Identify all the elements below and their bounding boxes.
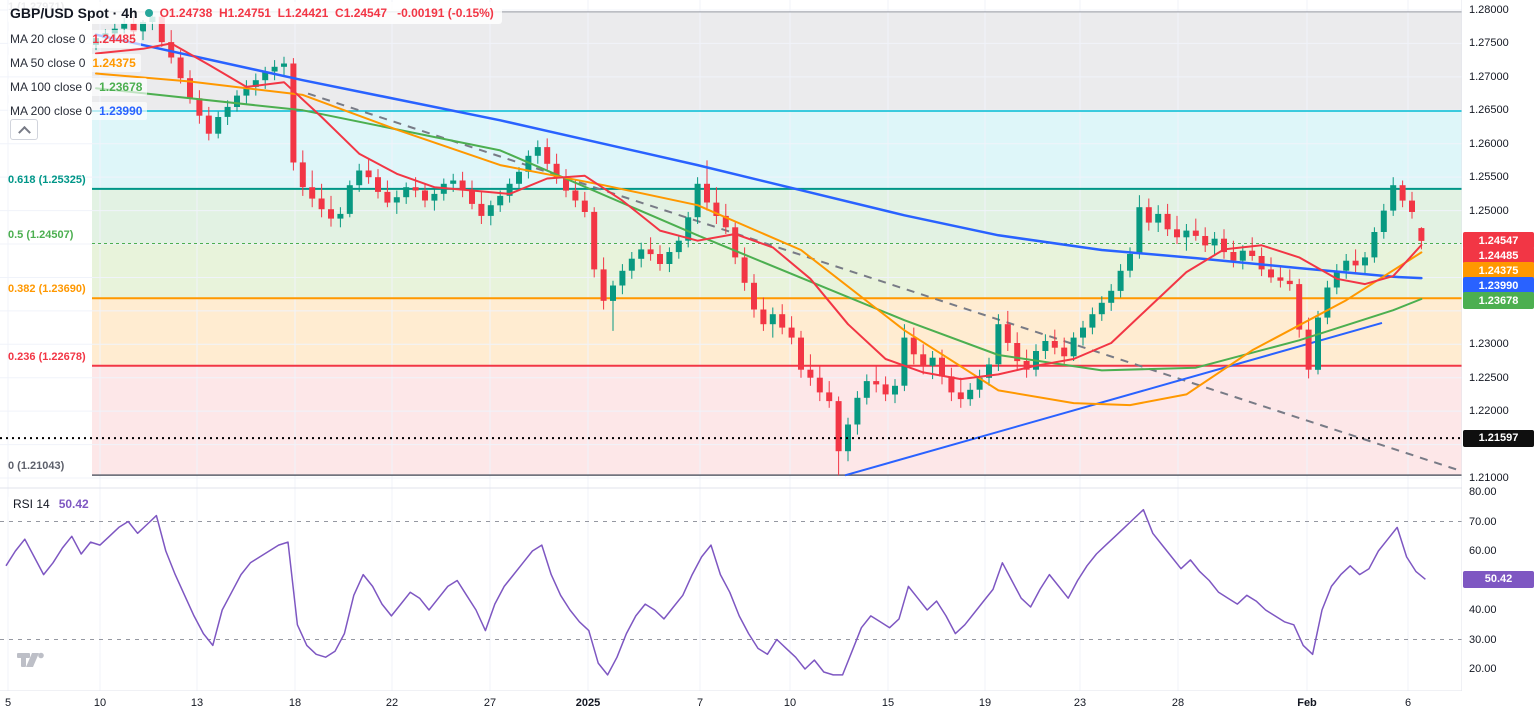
price-axis[interactable]: 1.28000 1.27500 1.27000 1.26500 1.26000 1.255… [1462, 0, 1536, 691]
ma-legend-value: 1.24485 [92, 32, 136, 46]
symbol-title: GBP/USD Spot · 4h [10, 5, 138, 21]
ma-legend-label: MA 100 close 0 [10, 80, 93, 94]
price-tick-label: 1.22000 [1469, 405, 1509, 418]
price-tick-label: 1.26000 [1469, 137, 1509, 150]
price-tick-label: 1.26500 [1469, 104, 1509, 117]
price-badge: 1.24547 [1463, 232, 1534, 250]
rsi-value: 50.42 [58, 497, 89, 511]
ma-legend-value: 1.23678 [99, 80, 143, 94]
rsi-tick-label: 80.00 [1469, 486, 1497, 498]
tradingview-logo[interactable] [16, 650, 46, 675]
price-badge: 1.23990 [1463, 277, 1534, 295]
price-badge: 1.21597 [1463, 429, 1534, 447]
ma-legend-row[interactable]: MA 50 close 0 1.24375 [8, 54, 141, 72]
time-axis[interactable]: 5 10 13 18 22 27 2025 7 10 15 19 23 28 Feb 6 [0, 691, 1536, 716]
price-tick-label: 1.25500 [1469, 171, 1509, 184]
price-tick-label: 1.27500 [1469, 37, 1509, 50]
symbol-legend[interactable]: GBP/USD Spot · 4h O1.24738 H1.24751 L1.2… [8, 2, 502, 24]
rsi-tick-label: 40.00 [1469, 604, 1497, 616]
price-tick-label: 1.25000 [1469, 204, 1509, 217]
time-axis-label: 19 [978, 697, 992, 709]
time-axis-label: 18 [288, 697, 302, 709]
time-axis-label: 15 [881, 697, 895, 709]
chevron-up-icon [17, 125, 31, 139]
ma-legend-row[interactable]: MA 100 close 0 1.23678 [8, 78, 148, 96]
line-ma-200 [94, 33, 1423, 280]
ma-legend-label: MA 50 close 0 [10, 56, 86, 70]
time-axis-label: 27 [483, 697, 497, 709]
fib-level-label: 0.5 (1.24507) [8, 228, 74, 241]
rsi-badge: 50.42 [1463, 570, 1534, 588]
time-axis-label: 2025 [575, 697, 601, 709]
ma-legend-label: MA 20 close 0 [10, 32, 86, 46]
ma-legend-row[interactable]: MA 200 close 0 1.23990 [8, 102, 148, 120]
trendline-ascending-support [844, 321, 1383, 477]
ma-legend-value: 1.23990 [99, 104, 143, 118]
candles [93, 12, 1425, 476]
fib-level-label: 0 (1.21043) [8, 460, 65, 473]
fib-level-label: 0.236 (1.22678) [8, 350, 86, 363]
line-ma-50 [95, 72, 1423, 407]
ohlc-values: O1.24738 H1.24751 L1.24421 C1.24547 -0.0… [159, 6, 494, 20]
rsi-legend[interactable]: RSI 14 50.42 [8, 496, 94, 512]
fib-level-label: 0.618 (1.25325) [8, 173, 86, 186]
ma-legend-value: 1.24375 [92, 56, 136, 70]
trendline-descending-resistance [307, 92, 1463, 473]
time-axis-label: 10 [783, 697, 797, 709]
time-axis-label: 10 [93, 697, 107, 709]
rsi-tick-label: 30.00 [1469, 633, 1497, 646]
time-axis-label: 23 [1073, 697, 1087, 709]
time-axis-label: 7 [696, 697, 704, 709]
price-badge: 1.23678 [1463, 292, 1534, 310]
price-tick-label: 1.27000 [1469, 70, 1509, 83]
time-axis-label: 5 [4, 697, 12, 709]
time-axis-label: Feb [1297, 697, 1317, 709]
rsi-label: RSI 14 [13, 497, 50, 511]
rsi-tick-label: 70.00 [1469, 515, 1497, 528]
legend-collapse-button[interactable] [10, 119, 38, 140]
legend: GBP/USD Spot · 4h O1.24738 H1.24751 L1.2… [8, 2, 502, 120]
fib-level-label: 0.382 (1.23690) [8, 283, 86, 296]
rsi-tick-label: 20.00 [1469, 663, 1497, 675]
line-ma-20 [95, 42, 1423, 381]
price-badge: 1.24485 [1463, 247, 1534, 265]
rsi-tick-label: 60.00 [1469, 545, 1497, 557]
price-tick-label: 1.22500 [1469, 371, 1509, 384]
time-axis-label: 28 [1171, 697, 1185, 709]
price-tick-label: 1.21000 [1469, 472, 1509, 485]
line-ma-100 [95, 87, 1423, 372]
ma-legend-row[interactable]: MA 20 close 0 1.24485 [8, 30, 141, 48]
time-axis-label: 22 [385, 697, 399, 709]
rsi-line [5, 508, 1426, 676]
market-status-icon [144, 9, 153, 17]
price-tick-label: 1.23000 [1469, 338, 1509, 351]
ma-legend-label: MA 200 close 0 [10, 104, 93, 118]
time-axis-label: 6 [1404, 697, 1412, 709]
time-axis-label: 13 [190, 697, 204, 709]
price-tick-label: 1.28000 [1469, 4, 1509, 16]
price-badge: 1.24375 [1463, 262, 1534, 280]
